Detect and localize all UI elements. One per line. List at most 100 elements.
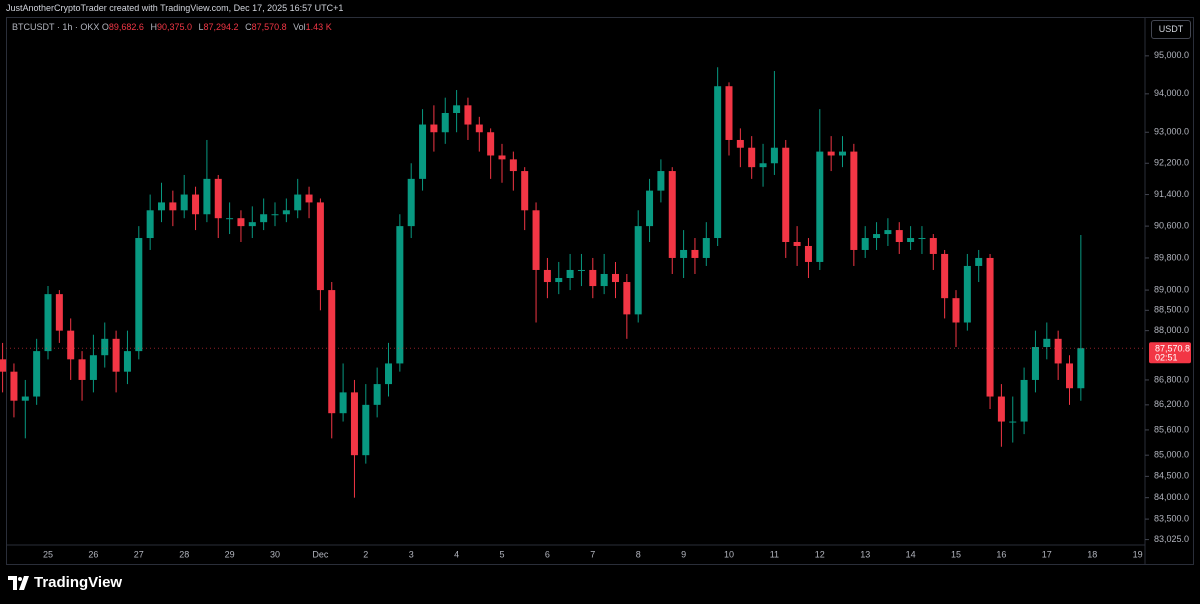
candle-body [555, 278, 563, 283]
y-tick-label: 92,200.0 [1154, 158, 1189, 168]
symbol: BTCUSDT · 1h · OKX [12, 22, 100, 32]
candle-body [1043, 338, 1051, 348]
candle-body [146, 210, 154, 239]
candle-body [282, 210, 290, 215]
candle-body [226, 218, 234, 220]
x-tick-label: 4 [454, 549, 459, 559]
x-tick-label: 27 [134, 549, 144, 559]
candle-body [294, 194, 302, 211]
x-tick-label: 15 [951, 549, 961, 559]
candle-body [328, 290, 336, 414]
x-tick-label: 2 [363, 549, 368, 559]
candle-body [759, 163, 767, 168]
candle-body [646, 190, 654, 227]
last-price-label: 87,570.8 [1155, 344, 1190, 354]
candle-body [1031, 347, 1039, 380]
candle-body [793, 242, 801, 246]
y-tick-label: 93,000.0 [1154, 127, 1189, 137]
candle-body [566, 269, 574, 279]
candle-body [101, 338, 109, 356]
candle-body [407, 178, 415, 227]
brand-logo [8, 575, 29, 590]
candle-body [180, 194, 188, 211]
candle-body [895, 230, 903, 243]
c-label: C [245, 22, 252, 32]
candle-body [78, 359, 86, 380]
candle-body [680, 249, 688, 258]
candle-body [453, 105, 461, 113]
candle-body [782, 147, 790, 243]
symbol-legend: BTCUSDT · 1h · OKX O89,682.6 H90,375.0 L… [12, 22, 336, 32]
candle-body [89, 355, 97, 380]
candle-body [1054, 338, 1062, 364]
candle-body [657, 171, 665, 191]
candle-body [475, 124, 483, 133]
candle-body [941, 253, 949, 299]
candle-body [770, 147, 778, 164]
y-tick-label: 84,000.0 [1154, 492, 1189, 502]
candle-body [929, 238, 937, 254]
candle-body [884, 230, 892, 235]
candle-body [600, 273, 608, 287]
candle-body [804, 245, 812, 262]
candle-body [10, 371, 18, 401]
x-tick-label: 17 [1042, 549, 1052, 559]
countdown: 02:51 [1155, 353, 1178, 363]
candle-body [135, 238, 143, 352]
last-price-tag [1149, 342, 1191, 364]
candle-body [691, 249, 699, 258]
x-tick-label: 19 [1133, 549, 1143, 559]
candle-body [975, 257, 983, 266]
chart-panel [6, 17, 1194, 565]
y-tick-label: 95,000.0 [1154, 50, 1189, 60]
y-tick-label: 84,500.0 [1154, 471, 1189, 481]
candle-body [577, 269, 585, 271]
candle-body [521, 171, 529, 211]
candle-body [169, 202, 177, 211]
y-tick-label: 94,000.0 [1154, 88, 1189, 98]
candle-body [350, 392, 358, 456]
y-tick-label: 86,800.0 [1154, 374, 1189, 384]
x-tick-label: 9 [681, 549, 686, 559]
candle-body [419, 124, 427, 179]
brand-name: TradingView [34, 574, 123, 591]
candle-body [441, 112, 449, 133]
y-tick-label: 89,000.0 [1154, 284, 1189, 294]
currency-button[interactable]: USDT [1151, 20, 1191, 39]
attribution: JustAnotherCryptoTrader created with Tra… [6, 3, 344, 13]
candle-body [850, 151, 858, 250]
candle-body [668, 171, 676, 258]
x-tick-label: 10 [724, 549, 734, 559]
candle-body [702, 238, 710, 258]
x-tick-label: 30 [270, 549, 280, 559]
candle-body [1066, 363, 1073, 389]
candle-body [736, 139, 744, 148]
x-tick-label: 8 [636, 549, 641, 559]
candle-body [203, 178, 211, 215]
x-tick-label: 5 [499, 549, 504, 559]
vol-value: 1.43 K [305, 22, 332, 32]
candle-body [714, 86, 722, 239]
x-tick-label: 3 [409, 549, 414, 559]
candle-body [873, 234, 881, 239]
x-tick-label: 25 [43, 549, 53, 559]
y-tick-label: 83,025.0 [1154, 534, 1189, 544]
x-tick-label: 29 [225, 549, 235, 559]
candle-body [498, 155, 506, 160]
y-tick-label: 89,800.0 [1154, 252, 1189, 262]
candle-body [192, 194, 200, 215]
candle-body [589, 269, 597, 287]
o-label: O [101, 22, 109, 32]
candle-body [260, 214, 268, 223]
l-value: 87,294.2 [203, 22, 239, 32]
y-tick-label: 88,000.0 [1154, 325, 1189, 335]
candle-body [44, 294, 52, 352]
x-tick-label: 13 [860, 549, 870, 559]
candle-body [997, 396, 1005, 422]
candle-body [214, 178, 222, 219]
x-tick-label: 16 [996, 549, 1006, 559]
candle-body [33, 351, 41, 397]
o-value: 89,682.6 [108, 22, 144, 32]
candle-body [112, 338, 120, 372]
